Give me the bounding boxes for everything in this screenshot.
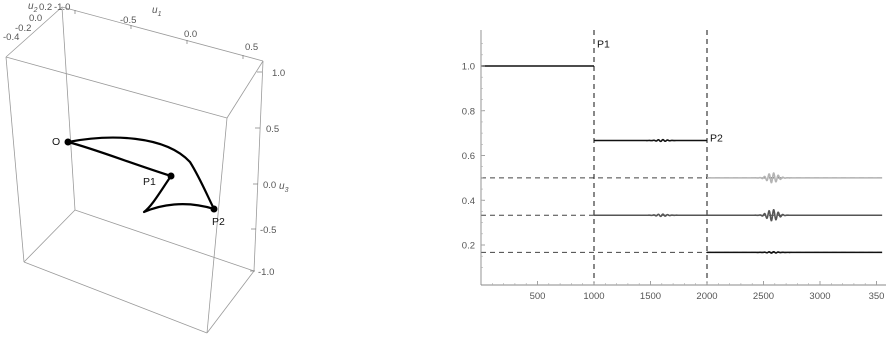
u2-tick-label: -0.4 (3, 32, 19, 43)
u3-tick-label: -0.5 (260, 225, 276, 236)
box-edge (23, 261, 208, 334)
box-edge (206, 270, 255, 334)
u2-tick-label: -0.2 (15, 23, 31, 34)
u3-axis-label-sub: 3 (285, 187, 289, 194)
box-edge (253, 60, 264, 272)
series-line (707, 172, 883, 184)
series-line (594, 213, 707, 218)
trajectory-curve (142, 174, 216, 214)
x-tick-label: 350 (869, 291, 885, 302)
y-tick-label: 0.4 (462, 196, 475, 207)
x-tick-label: 500 (530, 291, 546, 302)
x-tick-label: 1000 (583, 291, 604, 302)
u1-axis-label-main: u (152, 5, 158, 16)
u3-axis-label-main: u (279, 181, 285, 192)
u3-tick-label: -1.0 (258, 267, 274, 278)
box-edge (61, 6, 76, 211)
y-tick-label: 0.8 (462, 106, 475, 117)
series-line (707, 208, 883, 222)
line-chart: 0.2 0.4 0.6 0.8 1.0 500 1000 1500 2000 2500 3000 35… (462, 30, 886, 302)
box-edge (74, 209, 255, 272)
box-edge (5, 6, 63, 58)
y-tick-label: 0.2 (462, 241, 475, 252)
point-p2-label: P2 (212, 216, 225, 228)
series-line (707, 250, 883, 254)
u1-tick-label: -1.0 (54, 2, 70, 13)
u3-axis-label: u3 (279, 181, 289, 194)
annotation-labels: P1 P2 (597, 39, 723, 145)
point-p1-label: P1 (143, 176, 156, 188)
u3-tick-label: 0.5 (266, 124, 279, 135)
x-tick-label: 2000 (696, 291, 717, 302)
u2-tick-label: 0.2 (39, 2, 52, 13)
u2-axis-label-main: u (28, 1, 34, 12)
u2-tick-label: 0.0 (29, 13, 42, 24)
box3d-tick-marks (74, 10, 262, 272)
u1-tick-label: 0.0 (184, 29, 197, 40)
trajectory-curve (66, 136, 216, 211)
x-tick-label: 2500 (753, 291, 774, 302)
box-edge (5, 56, 25, 263)
series-line (594, 138, 707, 143)
axes: 0.2 0.4 0.6 0.8 1.0 500 1000 1500 2000 2500 3000 35… (462, 30, 886, 302)
x-tick-label: 3000 (809, 291, 830, 302)
u2-axis-label-sub: 2 (33, 7, 38, 14)
point-p1 (167, 172, 175, 180)
x-tick-label: 1500 (640, 291, 661, 302)
box-edge (206, 117, 228, 334)
trajectory-curves (66, 136, 216, 214)
point-p2 (210, 205, 218, 213)
u1-axis-label: u1 (152, 5, 162, 18)
box-edge (23, 209, 76, 263)
u1-axis-label-sub: 1 (158, 11, 162, 18)
u3-tick-label: 0.0 (263, 180, 276, 191)
vline-label: P2 (710, 133, 723, 145)
box-edge (5, 56, 228, 119)
box-edge (61, 6, 264, 62)
u1-tick-label: 1.0 (272, 68, 285, 79)
point-o-label: O (52, 136, 60, 148)
vline-label: P1 (597, 39, 610, 51)
box-edge (226, 60, 264, 119)
box3d-plot: -1.0 -0.5 0.0 0.5 1.0 u1 -0.4 -0.2 0.0 0… (3, 1, 289, 334)
y-tick-label: 0.6 (462, 151, 475, 162)
point-o (64, 138, 72, 146)
dashed-lines (481, 30, 886, 285)
series-lines (481, 65, 883, 254)
u1-tick-label: 0.5 (245, 42, 258, 53)
trajectory-curve (66, 140, 173, 178)
u1-tick-label: -0.5 (120, 15, 136, 26)
box3d-edges (5, 6, 264, 334)
u2-axis-label: u2 (28, 1, 38, 14)
y-tick-label: 1.0 (462, 62, 475, 73)
